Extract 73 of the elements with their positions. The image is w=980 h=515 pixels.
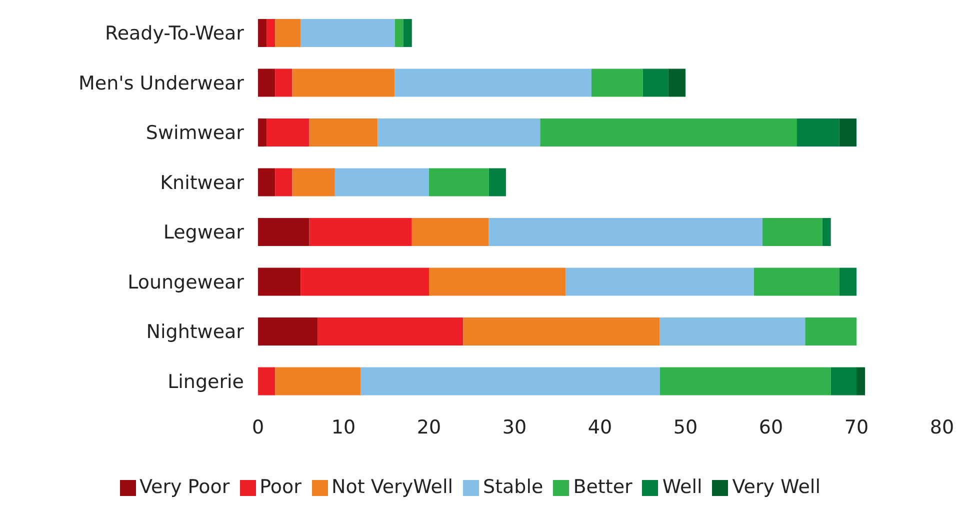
legend-label: Very Well (732, 476, 820, 498)
y-tick-label: Legwear (163, 222, 244, 244)
x-tick-label: 0 (252, 416, 264, 438)
bar (334, 168, 429, 196)
bar (566, 268, 754, 296)
bar (266, 18, 276, 47)
y-tick-label: Swimwear (146, 122, 244, 144)
bar (258, 218, 310, 246)
y-tick-label: Ready-To-Wear (104, 22, 244, 45)
bar (258, 317, 318, 346)
bar (258, 168, 276, 196)
bar (488, 218, 762, 246)
x-tick-label: 30 (502, 416, 527, 438)
bar (668, 68, 686, 97)
bar (403, 18, 412, 47)
bar (309, 218, 412, 246)
legend-label: Not VeryWell (332, 476, 454, 498)
bar (830, 367, 856, 396)
x-tick-label: 20 (416, 416, 442, 438)
bar (258, 18, 267, 47)
bar (463, 317, 660, 346)
bar (258, 118, 267, 146)
bar (275, 367, 361, 396)
bar (394, 18, 404, 47)
bar (275, 168, 292, 196)
bar (429, 268, 566, 296)
x-tick-label: 10 (331, 416, 356, 438)
bar (839, 268, 856, 296)
x-tick-label: 40 (588, 416, 612, 438)
bar (266, 118, 310, 146)
bar (275, 18, 301, 47)
y-tick-label: Men's Underwear (78, 72, 244, 94)
bar (822, 218, 831, 246)
x-tick-label: 60 (758, 416, 784, 438)
bar (429, 168, 489, 196)
bar (805, 317, 856, 346)
y-tick-label: Knitwear (160, 172, 244, 194)
bar (839, 118, 856, 146)
x-tick-label: 50 (673, 416, 698, 438)
bar (258, 68, 276, 97)
bar (754, 268, 840, 296)
y-tick-label: Lingerie (168, 370, 244, 393)
bar (488, 168, 506, 196)
y-tick-label: Loungewear (128, 271, 244, 294)
bar (856, 367, 866, 396)
bar (660, 317, 806, 346)
bar (300, 268, 429, 296)
legend-label: Stable (483, 476, 544, 498)
bar (394, 68, 592, 97)
bar (378, 118, 540, 146)
bar (360, 367, 660, 396)
bar (796, 118, 840, 146)
bar (318, 317, 464, 346)
legend-label: Very Poor (140, 476, 230, 498)
bar (660, 367, 831, 396)
bar (292, 168, 335, 196)
x-tick-label: 80 (930, 416, 954, 438)
y-tick-label: Nightwear (146, 321, 244, 344)
bar (642, 68, 668, 97)
bar (309, 118, 378, 146)
bar (591, 68, 643, 97)
bar (300, 18, 395, 47)
bar (762, 218, 822, 246)
bar (412, 218, 489, 246)
bar (258, 367, 276, 396)
bar (275, 68, 292, 97)
bar (540, 118, 797, 146)
legend-label: Well (662, 476, 702, 498)
bar (292, 68, 395, 97)
bar (258, 268, 301, 296)
legend-label: Poor (260, 476, 302, 498)
legend-label: Better (573, 476, 632, 498)
x-tick-label: 70 (844, 416, 869, 438)
